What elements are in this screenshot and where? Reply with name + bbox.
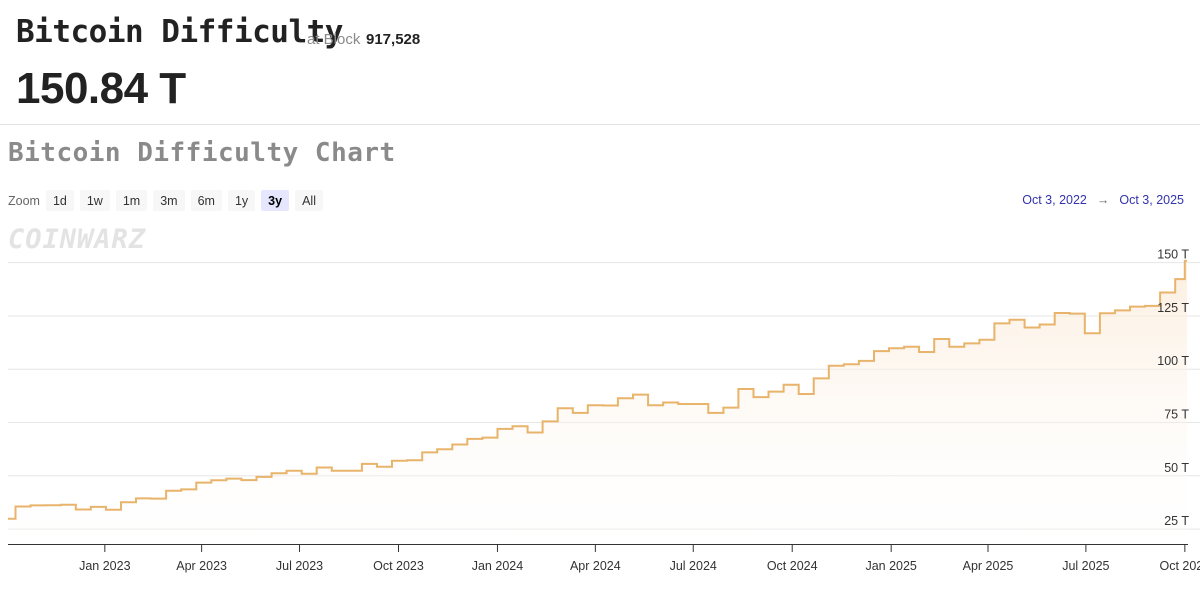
x-tick-label: Jul 2024 bbox=[670, 559, 717, 573]
y-tick-label: 150 T bbox=[1157, 248, 1189, 262]
x-tick-label: Jan 2024 bbox=[472, 559, 523, 573]
zoom-1w-button[interactable]: 1w bbox=[79, 190, 110, 211]
x-tick-label: Oct 2023 bbox=[373, 559, 424, 573]
arrow-right-icon: → bbox=[1096, 193, 1110, 207]
zoom-controls: Zoom 1d 1w 1m 3m 6m 1y 3y All bbox=[8, 189, 329, 212]
x-tick-label: Apr 2024 bbox=[570, 559, 621, 573]
x-tick-label: Oct 2025 bbox=[1159, 559, 1200, 573]
page-title: Bitcoin Difficulty bbox=[16, 14, 343, 50]
x-tick-label: Apr 2025 bbox=[963, 559, 1014, 573]
zoom-3m-button[interactable]: 3m bbox=[153, 190, 185, 211]
x-tick-label: Oct 2024 bbox=[767, 559, 818, 573]
x-tick-label: Jan 2025 bbox=[865, 559, 916, 573]
difficulty-area bbox=[8, 260, 1187, 544]
y-tick-label: 25 T bbox=[1164, 514, 1189, 528]
y-tick-label: 50 T bbox=[1164, 461, 1189, 475]
x-axis-ticks: Jan 2023 Apr 2023 Jul 2023 Oct 2023 Jan 2024… bbox=[79, 544, 1200, 573]
zoom-1d-button[interactable]: 1d bbox=[45, 190, 74, 211]
x-tick-label: Jul 2025 bbox=[1062, 559, 1109, 573]
current-difficulty-value: 150.84 T bbox=[16, 64, 186, 113]
chart-title: Bitcoin Difficulty Chart bbox=[8, 138, 396, 168]
y-axis-ticks: 25 T 50 T 75 T 100 T 125 T 150 T bbox=[1157, 248, 1189, 528]
block-number: 917,528 bbox=[366, 31, 421, 48]
range-from-date[interactable]: Oct 3, 2022 bbox=[1022, 193, 1087, 207]
difficulty-line bbox=[8, 259, 1187, 520]
y-tick-label: 125 T bbox=[1157, 301, 1189, 315]
zoom-3y-button[interactable]: 3y bbox=[261, 190, 290, 211]
range-to-date[interactable]: Oct 3, 2025 bbox=[1119, 193, 1184, 207]
y-tick-label: 100 T bbox=[1157, 354, 1189, 368]
y-tick-label: 75 T bbox=[1164, 408, 1189, 422]
zoom-6m-button[interactable]: 6m bbox=[190, 190, 222, 211]
header: Bitcoin Difficulty at Block 917,528 150.… bbox=[0, 0, 1200, 125]
x-tick-label: Apr 2023 bbox=[176, 559, 227, 573]
zoom-1m-button[interactable]: 1m bbox=[115, 190, 148, 211]
coinwarz-logo: COINWARZ bbox=[8, 224, 147, 255]
zoom-label: Zoom bbox=[8, 193, 40, 208]
date-range: Oct 3, 2022 → Oct 3, 2025 bbox=[1022, 193, 1184, 207]
x-tick-label: Jan 2023 bbox=[79, 559, 130, 573]
block-prefix: at Block bbox=[307, 31, 361, 48]
zoom-1y-button[interactable]: 1y bbox=[227, 190, 256, 211]
zoom-all-button[interactable]: All bbox=[295, 190, 323, 211]
x-tick-label: Jul 2023 bbox=[276, 559, 323, 573]
